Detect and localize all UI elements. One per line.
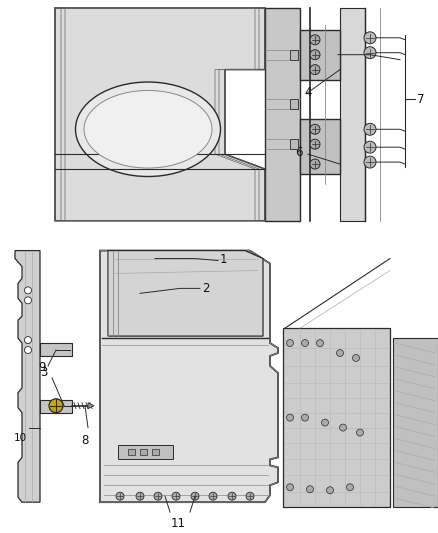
- Circle shape: [286, 484, 293, 491]
- Circle shape: [246, 492, 254, 500]
- Circle shape: [353, 354, 360, 361]
- Polygon shape: [40, 343, 72, 356]
- Text: 8: 8: [81, 433, 88, 447]
- Polygon shape: [290, 50, 298, 60]
- Circle shape: [364, 141, 376, 153]
- Text: 4: 4: [304, 86, 311, 99]
- Ellipse shape: [75, 82, 220, 176]
- Circle shape: [25, 287, 32, 294]
- Polygon shape: [300, 30, 340, 79]
- Circle shape: [286, 340, 293, 346]
- Polygon shape: [108, 251, 263, 336]
- Polygon shape: [265, 8, 300, 221]
- Circle shape: [339, 424, 346, 431]
- Polygon shape: [290, 100, 298, 109]
- Polygon shape: [283, 328, 390, 507]
- Circle shape: [310, 139, 320, 149]
- Circle shape: [209, 492, 217, 500]
- Text: 10: 10: [14, 433, 27, 442]
- Circle shape: [286, 414, 293, 421]
- Circle shape: [310, 50, 320, 60]
- Polygon shape: [15, 251, 40, 502]
- Circle shape: [25, 297, 32, 304]
- Polygon shape: [290, 139, 298, 149]
- Text: 7: 7: [417, 93, 424, 106]
- Bar: [140, 449, 147, 455]
- Circle shape: [307, 486, 314, 492]
- Polygon shape: [40, 400, 72, 413]
- Circle shape: [364, 123, 376, 135]
- Text: 6: 6: [296, 146, 303, 159]
- Circle shape: [364, 47, 376, 59]
- Circle shape: [301, 414, 308, 421]
- Circle shape: [310, 159, 320, 169]
- Polygon shape: [393, 338, 438, 507]
- Circle shape: [364, 156, 376, 168]
- Circle shape: [310, 64, 320, 75]
- Circle shape: [317, 340, 324, 346]
- Ellipse shape: [84, 91, 212, 168]
- Text: 9: 9: [39, 361, 46, 374]
- Circle shape: [228, 492, 236, 500]
- Circle shape: [172, 492, 180, 500]
- Circle shape: [49, 399, 63, 413]
- Bar: [152, 449, 159, 455]
- Circle shape: [116, 492, 124, 500]
- Circle shape: [154, 492, 162, 500]
- Bar: [128, 449, 135, 455]
- Circle shape: [310, 124, 320, 134]
- Polygon shape: [300, 119, 340, 174]
- Text: 3: 3: [41, 366, 48, 379]
- Circle shape: [326, 487, 333, 494]
- Circle shape: [310, 35, 320, 45]
- Circle shape: [357, 429, 364, 436]
- Circle shape: [321, 419, 328, 426]
- Text: 11: 11: [170, 517, 186, 530]
- Text: 2: 2: [202, 282, 209, 295]
- Bar: [118, 446, 173, 459]
- Circle shape: [25, 337, 32, 344]
- Text: 1: 1: [220, 253, 227, 266]
- Circle shape: [336, 350, 343, 357]
- Circle shape: [364, 32, 376, 44]
- Polygon shape: [88, 403, 94, 409]
- Circle shape: [25, 346, 32, 353]
- Polygon shape: [100, 251, 278, 502]
- Circle shape: [191, 492, 199, 500]
- Circle shape: [346, 484, 353, 491]
- Circle shape: [136, 492, 144, 500]
- Circle shape: [301, 340, 308, 346]
- Polygon shape: [340, 8, 365, 221]
- Polygon shape: [55, 8, 265, 221]
